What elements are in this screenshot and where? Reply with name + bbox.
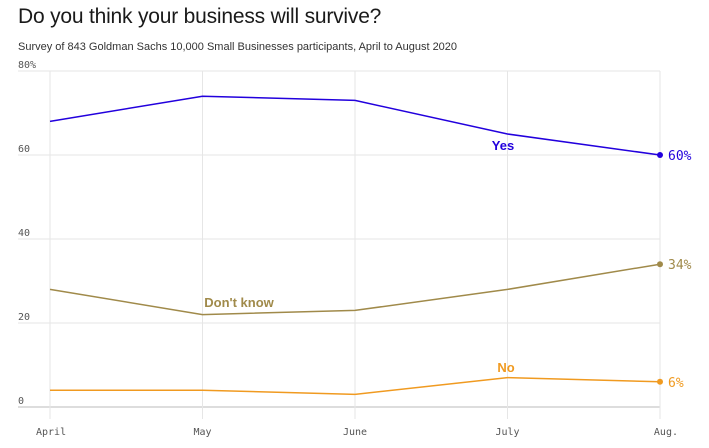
series-endpoint-dot bbox=[657, 261, 663, 268]
x-tick-label: Aug. bbox=[654, 427, 678, 438]
y-tick-label: 0 bbox=[18, 396, 24, 407]
series-end-value-label: 60% bbox=[668, 149, 692, 164]
axis-layer: 0 20 40 60 80% April May June July Aug. bbox=[18, 60, 678, 438]
series-end-value-label: 34% bbox=[668, 258, 692, 273]
series-line-don-t-know bbox=[49, 263, 661, 316]
x-tick-label: April bbox=[36, 427, 66, 438]
label-layer: Yes 60% Don't know 34% No 6% bbox=[204, 138, 691, 391]
series-endpoint-dot bbox=[657, 152, 663, 158]
x-tick-label: July bbox=[495, 427, 519, 438]
y-tick-label: 20 bbox=[18, 312, 30, 323]
chart-title: Do you think your business will survive? bbox=[18, 5, 382, 28]
y-tick-label: 40 bbox=[18, 228, 30, 239]
grid-layer bbox=[18, 70, 661, 419]
y-tick-label: 60 bbox=[18, 144, 30, 155]
series-line-no bbox=[50, 376, 661, 396]
y-tick-label: 80% bbox=[18, 60, 36, 71]
x-tick-label: June bbox=[343, 427, 367, 438]
series-line-yes bbox=[49, 95, 661, 156]
series-layer bbox=[49, 95, 663, 396]
series-label: Yes bbox=[492, 138, 514, 153]
x-tick-label: May bbox=[193, 427, 211, 438]
series-end-value-label: 6% bbox=[668, 376, 684, 391]
chart-subtitle: Survey of 843 Goldman Sachs 10,000 Small… bbox=[18, 41, 458, 53]
series-label: No bbox=[497, 360, 514, 375]
series-label: Don't know bbox=[204, 295, 274, 310]
series-endpoint-dot bbox=[657, 378, 663, 385]
